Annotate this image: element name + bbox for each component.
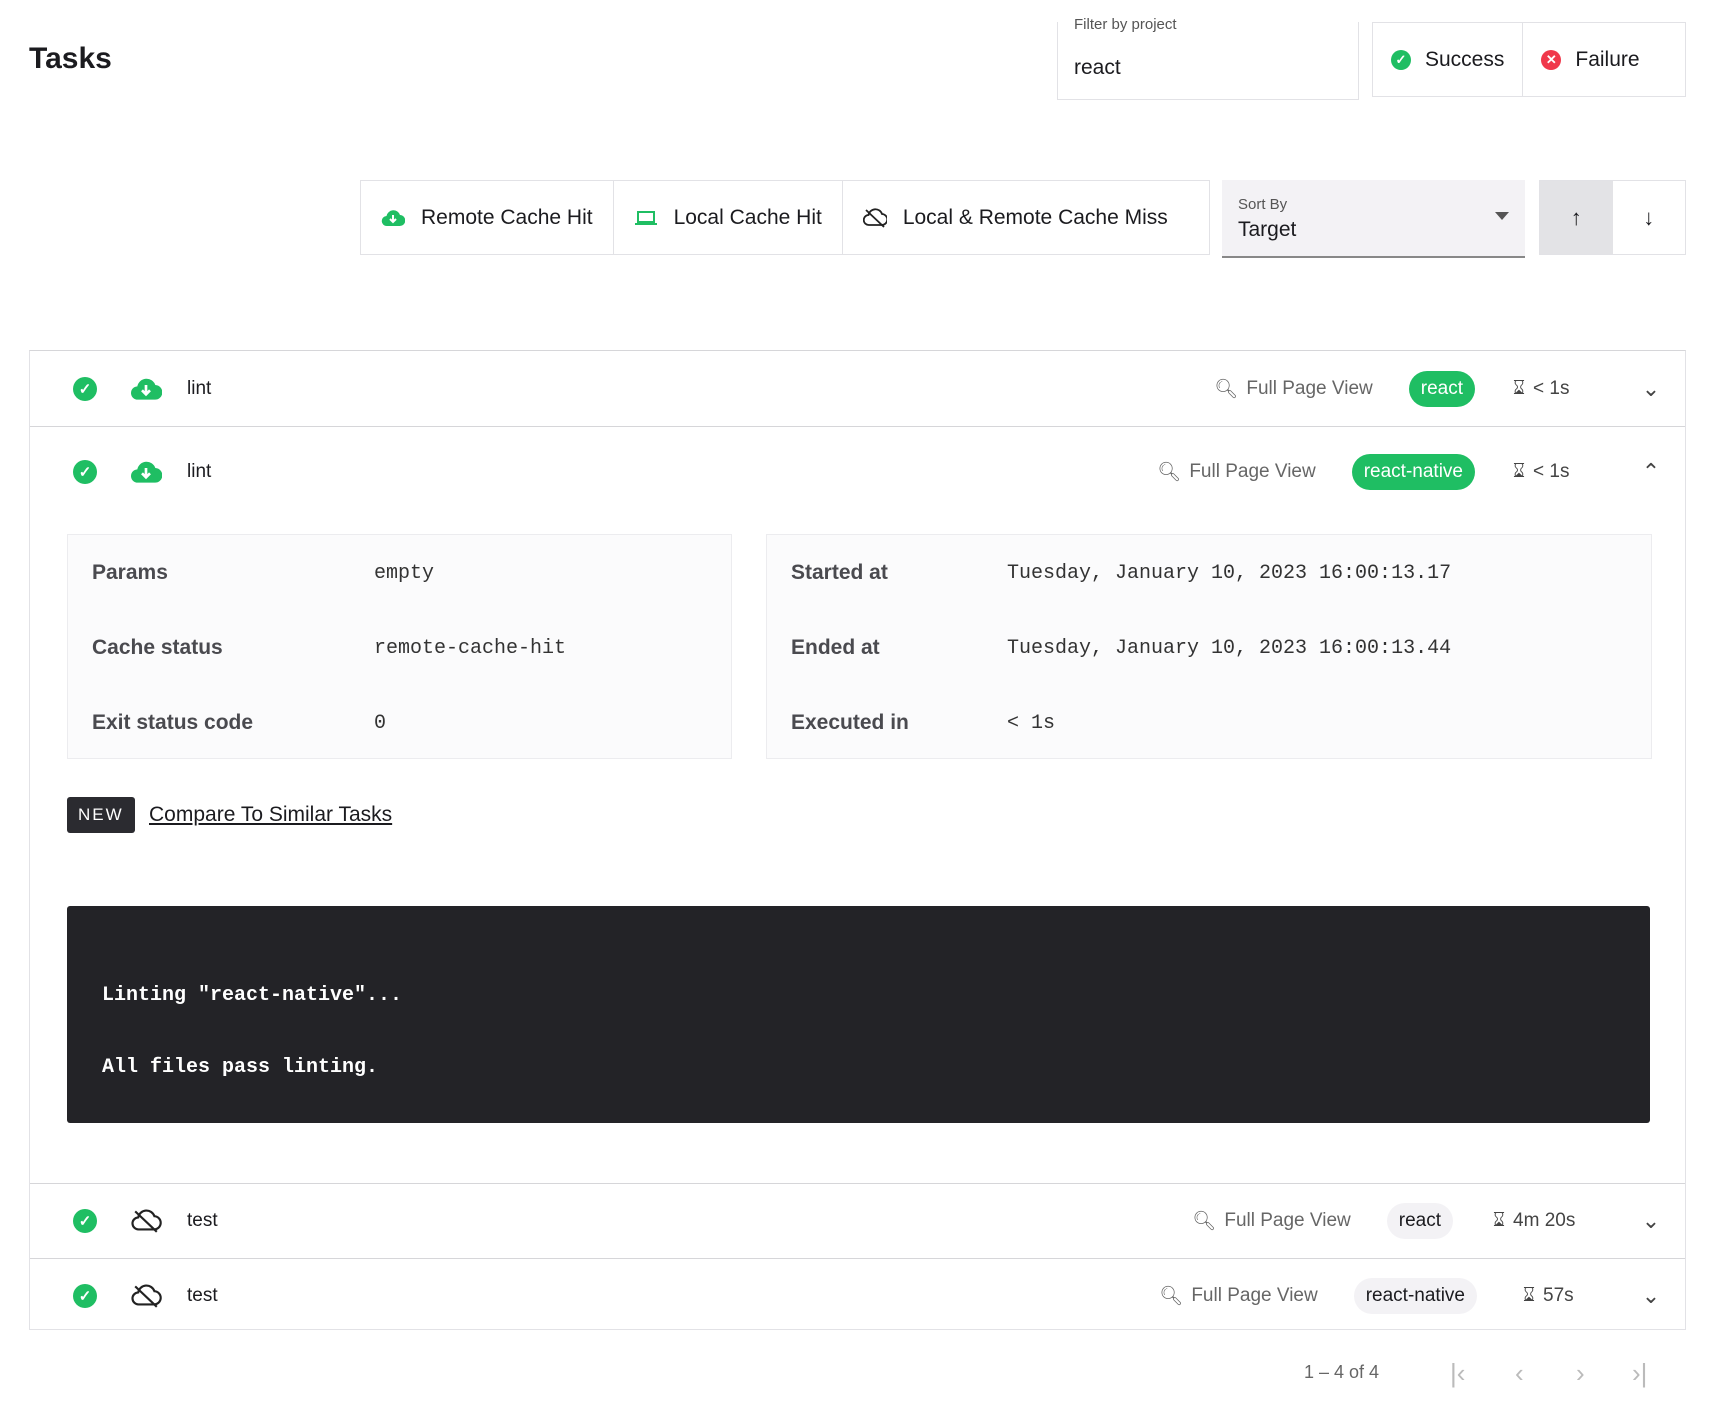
- zoom-in-icon: 🔍︎: [1157, 461, 1182, 483]
- chevron-down-icon[interactable]: ⌄: [1641, 1283, 1661, 1308]
- task-name: test: [187, 1210, 218, 1231]
- hourglass-icon: ⌛︎: [1513, 460, 1526, 482]
- hourglass-icon: ⌛︎: [1493, 1210, 1506, 1231]
- first-page-icon[interactable]: |‹: [1450, 1358, 1466, 1388]
- local-cache-hit-button[interactable]: Local Cache Hit: [612, 181, 842, 254]
- remote-cache-hit-label: Remote Cache Hit: [421, 205, 593, 229]
- zoom-in-icon: 🔍︎: [1159, 1286, 1184, 1307]
- terminal-line: Linting "react-native"...: [102, 984, 403, 1007]
- task-name: lint: [187, 377, 212, 399]
- task-name: lint: [187, 460, 212, 482]
- ended-value: Tuesday, January 10, 2023 16:00:13.44: [1007, 637, 1452, 660]
- chevron-down-icon[interactable]: ⌄: [1641, 375, 1661, 401]
- success-filter-button[interactable]: ✓ Success: [1373, 23, 1522, 96]
- params-value: empty: [374, 562, 435, 585]
- full-page-view-link[interactable]: 🔍︎ Full Page View: [1159, 1284, 1318, 1308]
- success-label: Success: [1425, 47, 1505, 71]
- full-page-view-label: Full Page View: [1189, 460, 1316, 482]
- sort-descending-button[interactable]: ↓: [1613, 181, 1686, 254]
- full-page-view-link[interactable]: 🔍︎ Full Page View: [1157, 460, 1316, 484]
- cloud-download-icon: [131, 378, 162, 400]
- sort-ascending-button[interactable]: ↑: [1540, 181, 1613, 254]
- check-circle-icon: ✓: [1391, 49, 1411, 70]
- task-name: test: [187, 1285, 218, 1306]
- failure-label: Failure: [1575, 47, 1640, 71]
- sort-value: Target: [1238, 218, 1297, 241]
- x-circle-icon: ✕: [1541, 49, 1562, 70]
- project-badge: react-native: [1353, 1278, 1477, 1314]
- new-badge: NEW: [67, 797, 135, 833]
- sort-by-select[interactable]: Sort By Target: [1222, 180, 1525, 258]
- next-page-icon[interactable]: ›: [1576, 1358, 1585, 1388]
- executed-value: < 1s: [1007, 712, 1056, 735]
- started-value: Tuesday, January 10, 2023 16:00:13.17: [1007, 562, 1452, 585]
- cloud-off-icon: [131, 1284, 162, 1308]
- terminal-line: All files pass linting.: [102, 1056, 379, 1079]
- success-icon: ✓: [73, 376, 97, 401]
- hourglass-icon: ⌛︎: [1513, 377, 1526, 399]
- success-icon: ✓: [73, 1284, 97, 1308]
- chevron-up-icon[interactable]: ⌃: [1641, 458, 1661, 484]
- cache-filter-group: Remote Cache Hit Local Cache Hit Local &…: [360, 180, 1210, 255]
- success-icon: ✓: [73, 459, 97, 484]
- zoom-in-icon: 🔍︎: [1214, 378, 1239, 400]
- laptop-icon: [634, 210, 657, 225]
- executed-key: Executed in: [791, 711, 909, 734]
- last-page-icon[interactable]: ›|: [1632, 1358, 1648, 1388]
- duration: 57s: [1543, 1285, 1574, 1306]
- remote-cache-hit-button[interactable]: Remote Cache Hit: [361, 181, 613, 254]
- project-badge: react: [1408, 370, 1475, 407]
- task-timing-card: Started at Tuesday, January 10, 2023 16:0…: [766, 534, 1652, 759]
- sort-label: Sort By: [1238, 196, 1288, 213]
- duration: 4m 20s: [1513, 1210, 1576, 1231]
- cache-miss-label: Local & Remote Cache Miss: [902, 205, 1168, 229]
- task-row[interactable]: ✓ test 🔍︎ Full Page View react ⌛︎ 4m 20s ⌄: [30, 1183, 1685, 1258]
- success-icon: ✓: [73, 1209, 97, 1233]
- status-filter-group: ✓ Success ✕ Failure: [1372, 22, 1686, 97]
- cache-miss-button[interactable]: Local & Remote Cache Miss: [841, 181, 1188, 254]
- full-page-view-label: Full Page View: [1191, 1285, 1318, 1306]
- sort-direction-group: ↑ ↓: [1539, 180, 1686, 255]
- duration: < 1s: [1533, 460, 1570, 482]
- duration: < 1s: [1533, 377, 1570, 399]
- arrow-down-icon: ↓: [1643, 204, 1655, 230]
- project-badge: react-native: [1351, 453, 1475, 490]
- cache-status-value: remote-cache-hit: [374, 637, 567, 660]
- hourglass-icon: ⌛︎: [1523, 1285, 1536, 1306]
- started-key: Started at: [791, 561, 888, 584]
- project-badge: react: [1386, 1203, 1453, 1239]
- zoom-in-icon: 🔍︎: [1192, 1211, 1217, 1232]
- cloud-download-icon: [381, 209, 405, 226]
- previous-page-icon[interactable]: ‹: [1515, 1358, 1524, 1388]
- task-params-card: Params empty Cache status remote-cache-hit…: [67, 534, 732, 759]
- cloud-off-icon: [862, 207, 887, 228]
- exit-code-value: 0: [374, 712, 387, 735]
- failure-filter-button[interactable]: ✕ Failure: [1522, 23, 1657, 96]
- filter-value: react: [1074, 56, 1121, 79]
- cloud-download-icon: [131, 461, 162, 483]
- arrow-up-icon: ↑: [1570, 204, 1582, 230]
- params-key: Params: [92, 561, 168, 584]
- full-page-view-label: Full Page View: [1246, 377, 1373, 399]
- full-page-view-link[interactable]: 🔍︎ Full Page View: [1192, 1209, 1351, 1233]
- task-row[interactable]: ✓ test 🔍︎ Full Page View react-native ⌛︎ 5…: [30, 1258, 1685, 1333]
- compare-similar-tasks-link[interactable]: Compare To Similar Tasks: [149, 803, 393, 826]
- exit-code-key: Exit status code: [92, 711, 254, 734]
- task-list: ✓ lint 🔍︎ Full Page View react ⌛︎ < 1s ⌄ ✓…: [29, 350, 1686, 1330]
- task-row[interactable]: ✓ lint 🔍︎ Full Page View react-native ⌛︎ <…: [30, 426, 1685, 516]
- cloud-off-icon: [131, 1209, 162, 1233]
- project-filter-input[interactable]: Filter by project react: [1057, 16, 1359, 100]
- chevron-down-icon[interactable]: ⌄: [1641, 1208, 1661, 1233]
- ended-key: Ended at: [791, 636, 880, 659]
- full-page-view-link[interactable]: 🔍︎ Full Page View: [1214, 377, 1373, 401]
- filter-label: Filter by project: [1072, 16, 1179, 33]
- pagination-range: 1 – 4 of 4: [1304, 1362, 1380, 1382]
- cache-status-key: Cache status: [92, 636, 223, 659]
- local-cache-hit-label: Local Cache Hit: [673, 205, 822, 229]
- full-page-view-label: Full Page View: [1224, 1210, 1351, 1231]
- caret-down-icon: [1495, 212, 1509, 220]
- task-row[interactable]: ✓ lint 🔍︎ Full Page View react ⌛︎ < 1s ⌄: [30, 351, 1685, 426]
- terminal-output: Linting "react-native"... All files pass…: [67, 906, 1650, 1123]
- page-title: Tasks: [29, 42, 112, 75]
